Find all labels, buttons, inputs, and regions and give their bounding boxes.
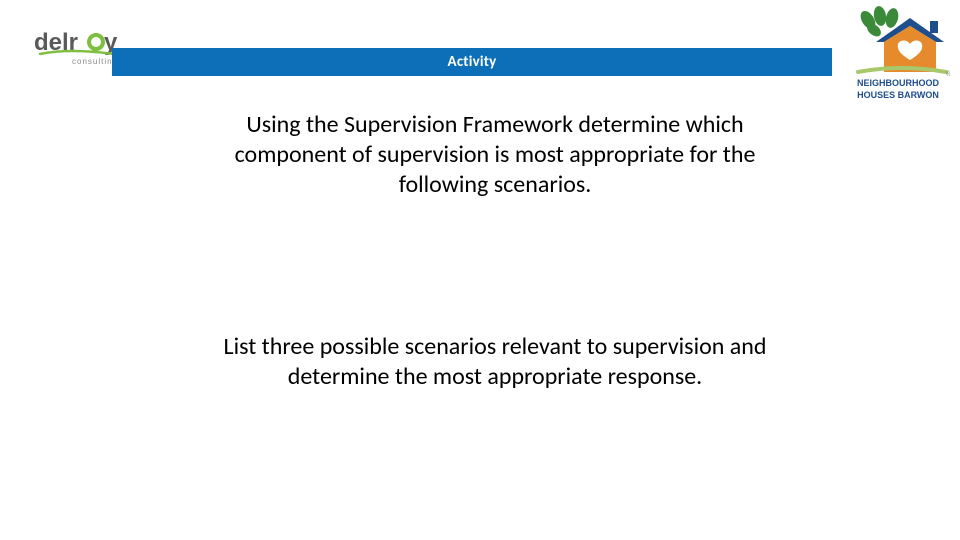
instruction-paragraph-2: List three possible scenarios relevant t… <box>215 332 775 392</box>
activity-banner-label: Activity <box>448 53 497 71</box>
logo-nhb: NEIGHBOURHOOD HOUSES BARWON ® <box>846 6 950 110</box>
chimney-icon <box>930 21 938 33</box>
delroy-o-icon <box>89 35 103 49</box>
activity-banner: Activity <box>112 48 832 76</box>
instruction-paragraph-1: Using the Supervision Framework determin… <box>215 110 775 200</box>
nhb-text-line1: NEIGHBOURHOOD <box>857 78 940 88</box>
slide: delr y consulting Activity <box>0 0 960 540</box>
registered-icon: ® <box>946 70 950 78</box>
nhb-text-line2: HOUSES BARWON <box>857 90 939 100</box>
